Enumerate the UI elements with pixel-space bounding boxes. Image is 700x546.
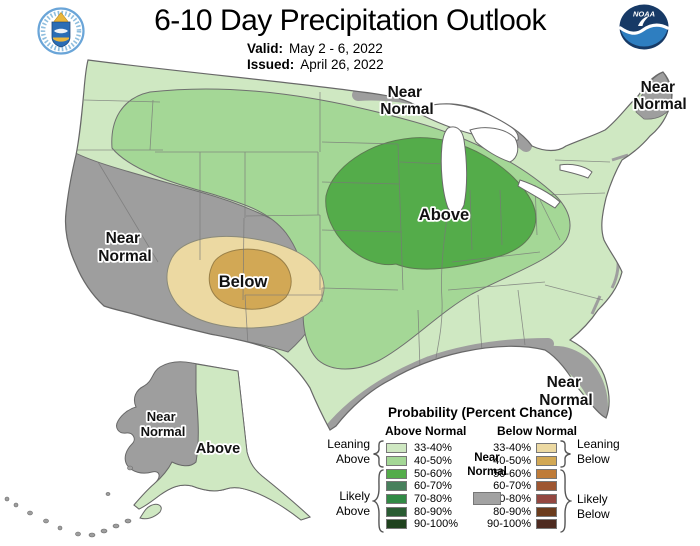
pct-label: 33-40% [414, 442, 452, 455]
issued-label: Issued: [247, 56, 295, 72]
swatch-below-80-90 [536, 506, 557, 517]
map-label-west-near-normal: Near Normal [98, 230, 151, 265]
map-label-below: Below [219, 273, 268, 291]
brace-likely-above [372, 469, 384, 533]
lake-michigan [440, 126, 468, 214]
pct-label: 33-40% [493, 442, 531, 455]
pct-label: 60-70% [414, 480, 452, 493]
legend-group-likely-below: Likely Below [577, 492, 610, 521]
region-above-50-60 [325, 137, 537, 270]
swatch-below-33-40 [536, 443, 557, 454]
map-label-above: Above [419, 206, 469, 224]
swatch-below-90-100 [536, 519, 557, 530]
pct-label: 80-90% [414, 505, 452, 518]
state-boundaries [76, 92, 611, 369]
map-label-florida-near-normal: Near Normal [539, 374, 592, 409]
swatch-above-70-80 [386, 493, 407, 504]
conus-outline [64, 59, 673, 431]
legend-near-normal: Near Normal [455, 452, 519, 505]
pct-label: 40-50% [493, 454, 531, 467]
map-label-northeast-near-normal: Near Normal [633, 79, 686, 113]
alaska [4, 361, 311, 538]
swatch-above-80-90 [386, 506, 407, 517]
legend-below-normal-header: Below Normal [497, 424, 578, 438]
issued-line: Issued: April 26, 2022 [247, 57, 384, 73]
pct-label: 70-80% [493, 492, 531, 505]
swatch-below-60-70 [536, 481, 557, 492]
valid-issued-block: Valid: May 2 - 6, 2022 Issued: April 26, 2… [247, 41, 384, 72]
alaska-peninsula [139, 503, 162, 520]
page-title: 6-10 Day Precipitation Outlook [154, 4, 546, 37]
noaa-logo: NOAA [618, 4, 670, 50]
swatch-below-70-80 [536, 493, 557, 504]
great-lakes [419, 103, 593, 214]
pct-label: 90-100% [414, 518, 459, 531]
lake-ontario [559, 163, 593, 179]
swatch-below-40-50 [536, 455, 557, 466]
swatch-above-90-100 [386, 519, 407, 530]
valid-value: May 2 - 6, 2022 [289, 41, 383, 56]
lake-erie [517, 179, 561, 209]
region-near-normal-maine [635, 71, 672, 120]
swatch-below-50-60 [536, 468, 557, 479]
valid-label: Valid: [247, 41, 284, 56]
legend-above-column: 33-40% 40-50% 50-60% 60-70% 70-80% 80-90… [386, 442, 458, 530]
pct-label: 40-50% [414, 454, 452, 467]
pct-label: 50-60% [493, 467, 531, 480]
swatch-above-40-50 [386, 455, 407, 466]
pct-label: 80-90% [493, 505, 531, 518]
swatch-near-normal [473, 492, 501, 505]
pct-label: 90-100% [486, 518, 531, 531]
near-normal-label-line1: Near [474, 452, 500, 464]
region-below-40-50 [208, 248, 292, 310]
pct-label: 50-60% [414, 467, 452, 480]
region-near-normal-florida [536, 345, 608, 420]
brace-likely-below [560, 469, 572, 533]
near-normal-label-line2: Normal [467, 465, 507, 478]
issued-value: April 26, 2022 [300, 56, 384, 72]
legend-group-leaning-above: Leaning Above [327, 437, 370, 466]
swatch-above-60-70 [386, 481, 407, 492]
legend-title: Probability (Percent Chance) [388, 405, 573, 420]
pct-label: 60-70% [493, 480, 531, 493]
swatch-above-33-40 [386, 443, 407, 454]
brace-leaning-below [560, 440, 571, 468]
nws-department-of-commerce-seal [37, 7, 85, 55]
legend-below-column: 33-40% 40-50% 50-60% 60-70% 70-80% 80-90… [468, 442, 558, 530]
brace-leaning-above [373, 440, 384, 468]
map-label-north-central-near-normal: Near Normal [380, 84, 433, 118]
lake-huron [469, 127, 519, 163]
legend-group-leaning-below: Leaning Below [577, 437, 620, 466]
map-label-alaska-above: Above [196, 441, 240, 457]
aleutian-islands [4, 465, 133, 538]
noaa-logo-text: NOAA [633, 10, 655, 19]
pct-label: 70-80% [414, 492, 452, 505]
map-label-alaska-near-normal: Near Normal [141, 409, 186, 439]
alaska-above-region [133, 363, 311, 521]
swatch-above-50-60 [386, 468, 407, 479]
legend-above-normal-header: Above Normal [385, 424, 467, 438]
legend-group-likely-above: Likely Above [335, 489, 370, 518]
valid-line: Valid: May 2 - 6, 2022 [247, 41, 384, 57]
